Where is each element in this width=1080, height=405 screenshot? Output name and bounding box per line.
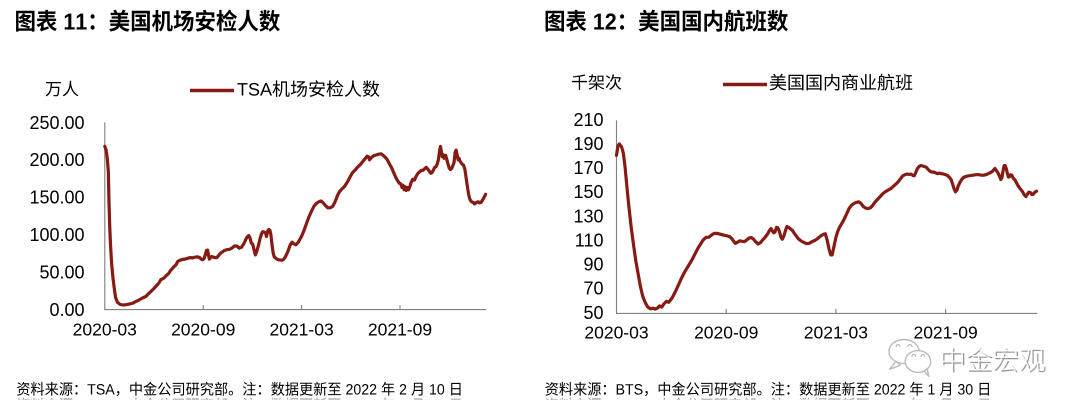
svg-text:100.00: 100.00 bbox=[29, 225, 84, 245]
svg-text:200.00: 200.00 bbox=[29, 150, 84, 170]
svg-text:70: 70 bbox=[583, 279, 603, 299]
svg-text:2020-09: 2020-09 bbox=[171, 320, 235, 340]
svg-text:50: 50 bbox=[583, 303, 603, 323]
svg-text:190: 190 bbox=[573, 134, 603, 154]
svg-text:150: 150 bbox=[573, 182, 603, 202]
svg-text:2020-09: 2020-09 bbox=[694, 323, 758, 343]
svg-text:50.00: 50.00 bbox=[39, 263, 84, 283]
svg-text:2021-03: 2021-03 bbox=[804, 323, 868, 343]
svg-text:0.00: 0.00 bbox=[49, 300, 84, 320]
svg-text:170: 170 bbox=[573, 158, 603, 178]
svg-text:110: 110 bbox=[575, 230, 604, 250]
svg-text:250.00: 250.00 bbox=[29, 113, 84, 133]
svg-text:2020-03: 2020-03 bbox=[584, 323, 648, 343]
svg-text:210: 210 bbox=[573, 110, 603, 130]
svg-text:90: 90 bbox=[583, 255, 603, 275]
svg-text:150.00: 150.00 bbox=[29, 188, 84, 208]
svg-text:2020-03: 2020-03 bbox=[73, 320, 137, 340]
svg-text:2021-09: 2021-09 bbox=[368, 320, 432, 340]
svg-text:2021-09: 2021-09 bbox=[913, 323, 977, 343]
svg-text:130: 130 bbox=[573, 206, 603, 226]
svg-text:2021-03: 2021-03 bbox=[269, 320, 333, 340]
